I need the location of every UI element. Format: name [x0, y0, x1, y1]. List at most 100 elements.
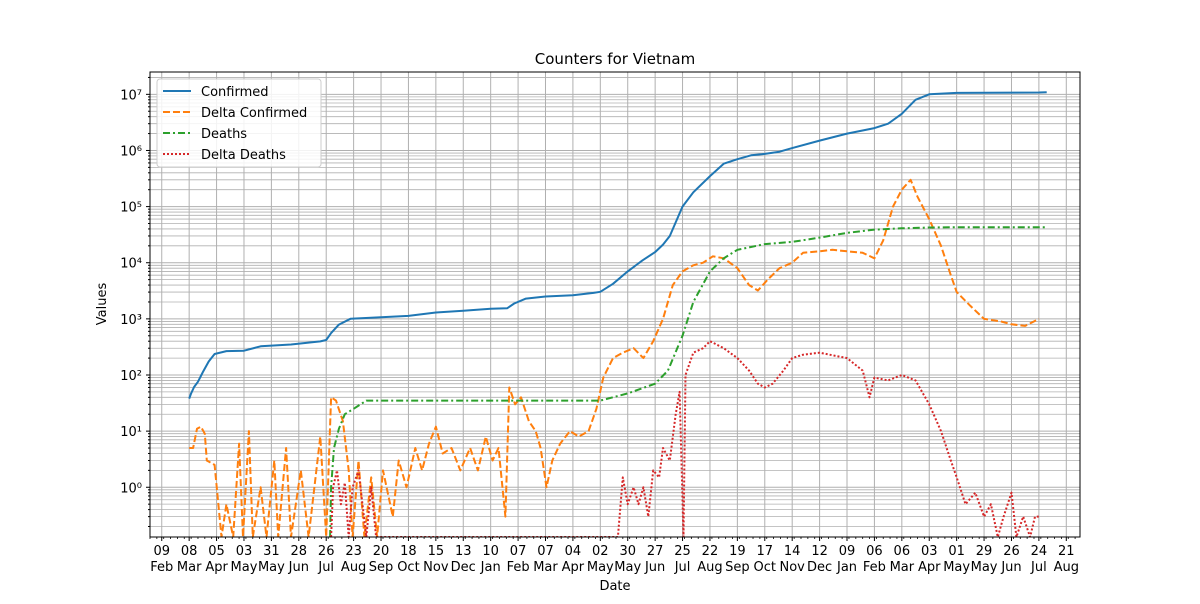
x-tick-month: Jun: [288, 560, 309, 575]
x-tick-label: 02 May: [587, 544, 614, 575]
x-tick-day: 07: [537, 544, 554, 559]
x-tick-month: Mar: [533, 560, 558, 575]
x-tick-label: 03 Apr: [918, 544, 941, 575]
x-tick-day: 03: [236, 544, 253, 559]
x-tick-month: Aug: [1054, 560, 1079, 575]
x-tick-day: 20: [373, 544, 390, 559]
legend-label: Deaths: [201, 127, 247, 142]
legend-label: Delta Deaths: [201, 148, 286, 163]
plot-frame: [149, 71, 1081, 538]
x-tick-month: May: [614, 560, 641, 575]
x-tick-day: 23: [345, 544, 362, 559]
x-tick-month: Dec: [451, 560, 476, 575]
x-tick-label: 21 Aug: [1054, 544, 1079, 575]
x-tick-label: 06 Feb: [863, 544, 886, 575]
x-tick-month: Jan: [836, 560, 857, 575]
x-axis-label: Date: [599, 579, 630, 594]
x-tick-label: 15 Nov: [423, 544, 449, 575]
x-tick-month: May: [587, 560, 614, 575]
x-tick-day: 26: [1003, 544, 1020, 559]
x-tick-label: 30 May: [614, 544, 641, 575]
x-tick-day: 05: [208, 544, 225, 559]
x-tick-label: 14 Nov: [780, 544, 806, 575]
x-tick-day: 10: [482, 544, 499, 559]
x-tick-label: 23 Aug: [341, 544, 366, 575]
x-tick-day: 30: [619, 544, 636, 559]
x-tick-month: Oct: [754, 560, 776, 575]
x-tick-label: 19 Sep: [725, 544, 750, 575]
x-tick-label: 06 Mar: [890, 544, 915, 575]
x-tick-day: 17: [757, 544, 774, 559]
y-tick-label: 10⁷: [120, 88, 142, 103]
x-tick-month: Feb: [150, 560, 173, 575]
x-tick-label: 07 Feb: [507, 544, 530, 575]
x-tick-month: Aug: [341, 560, 366, 575]
series-line-delta-deaths: [330, 340, 1039, 537]
x-tick-label: 17 Oct: [754, 544, 776, 575]
x-tick-day: 26: [318, 544, 335, 559]
x-tick-month: Mar: [177, 560, 202, 575]
y-tick-label: 10⁰: [120, 481, 142, 496]
x-tick-month: Apr: [562, 560, 585, 575]
x-tick-day: 21: [1058, 544, 1075, 559]
series-line-delta-confirmed: [189, 178, 1040, 537]
x-tick-month: Aug: [697, 560, 722, 575]
y-tick-label: 10⁶: [120, 144, 142, 159]
x-tick-month: May: [258, 560, 285, 575]
x-tick-day: 06: [894, 544, 911, 559]
x-tick-label: 20 Sep: [369, 544, 394, 575]
x-tick-month: Jan: [480, 560, 501, 575]
x-tick-day: 24: [1031, 544, 1048, 559]
x-tick-day: 01: [948, 544, 965, 559]
legend: Confirmed Delta Confirmed Deaths Delta Deat…: [156, 78, 322, 168]
x-tick-month: Apr: [205, 560, 228, 575]
x-tick-day: 02: [592, 544, 609, 559]
y-axis: 10⁰ 10¹ 10² 10³ 10⁴ 10⁵ 10⁶ 10⁷: [120, 76, 150, 527]
x-tick-label: 08 Mar: [177, 544, 202, 575]
x-tick-month: Mar: [890, 560, 915, 575]
x-tick-day: 15: [428, 544, 445, 559]
x-tick-day: 14: [784, 544, 801, 559]
x-tick-label: 26 Jun: [1000, 544, 1021, 575]
x-tick-day: 19: [729, 544, 746, 559]
x-tick-month: May: [231, 560, 258, 575]
x-tick-day: 06: [866, 544, 883, 559]
x-tick-label: 01 May: [943, 544, 970, 575]
x-tick-day: 09: [153, 544, 170, 559]
legend-label: Confirmed: [201, 85, 269, 100]
x-tick-label: 25 Jul: [674, 544, 691, 575]
x-tick-month: Jul: [1030, 560, 1047, 575]
x-tick-month: Jul: [317, 560, 334, 575]
x-tick-day: 07: [510, 544, 527, 559]
x-tick-month: Jul: [674, 560, 691, 575]
x-tick-day: 13: [455, 544, 472, 559]
x-tick-label: 26 Jul: [317, 544, 334, 575]
x-tick-month: Sep: [725, 560, 750, 575]
x-tick-month: Nov: [423, 560, 449, 575]
x-tick-label: 29 May: [971, 544, 998, 575]
y-tick-label: 10¹: [120, 425, 142, 440]
series-layer: [188, 91, 1047, 537]
x-tick-label: 05 Apr: [205, 544, 228, 575]
x-tick-month: Sep: [369, 560, 394, 575]
x-tick-label: 12 Dec: [807, 544, 832, 575]
y-tick-label: 10³: [120, 313, 142, 328]
x-tick-day: 22: [702, 544, 719, 559]
y-tick-label: 10⁵: [120, 201, 142, 216]
x-tick-day: 09: [839, 544, 856, 559]
y-axis-label: Values: [95, 283, 110, 326]
legend-label: Delta Confirmed: [201, 106, 307, 121]
x-tick-label: 18 Oct: [397, 544, 419, 575]
x-tick-month: Feb: [863, 560, 886, 575]
x-tick-month: Oct: [397, 560, 419, 575]
x-tick-month: May: [943, 560, 970, 575]
x-tick-label: 04 Apr: [562, 544, 585, 575]
x-tick-label: 09 Jan: [836, 544, 857, 575]
chart-title: Counters for Vietnam: [535, 50, 695, 68]
x-tick-day: 04: [565, 544, 582, 559]
x-tick-month: Feb: [507, 560, 530, 575]
x-tick-month: Jun: [1000, 560, 1021, 575]
